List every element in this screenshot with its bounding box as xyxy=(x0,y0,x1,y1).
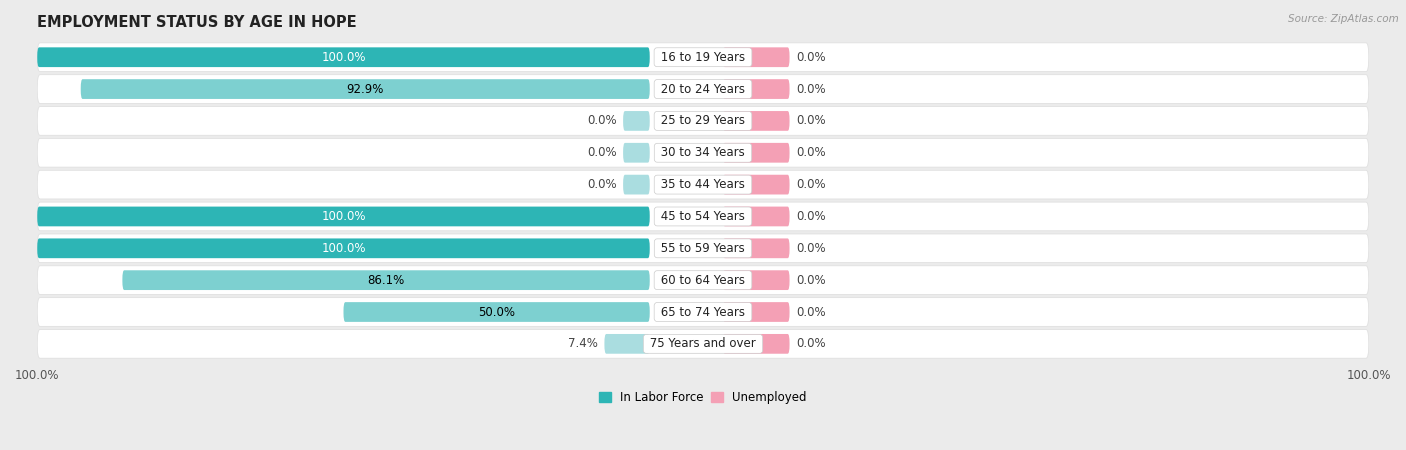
FancyBboxPatch shape xyxy=(37,107,1369,135)
Text: 0.0%: 0.0% xyxy=(796,114,825,127)
FancyBboxPatch shape xyxy=(80,79,650,99)
FancyBboxPatch shape xyxy=(37,297,1369,326)
Text: 0.0%: 0.0% xyxy=(586,146,616,159)
Text: 0.0%: 0.0% xyxy=(796,210,825,223)
Text: 0.0%: 0.0% xyxy=(796,242,825,255)
Text: EMPLOYMENT STATUS BY AGE IN HOPE: EMPLOYMENT STATUS BY AGE IN HOPE xyxy=(37,15,357,30)
Text: 25 to 29 Years: 25 to 29 Years xyxy=(657,114,749,127)
FancyBboxPatch shape xyxy=(723,143,790,162)
FancyBboxPatch shape xyxy=(723,79,790,99)
Text: 65 to 74 Years: 65 to 74 Years xyxy=(657,306,749,319)
FancyBboxPatch shape xyxy=(605,334,650,354)
Text: 50.0%: 50.0% xyxy=(478,306,515,319)
FancyBboxPatch shape xyxy=(37,234,1369,263)
FancyBboxPatch shape xyxy=(723,111,790,131)
FancyBboxPatch shape xyxy=(723,207,790,226)
Text: 100.0%: 100.0% xyxy=(321,242,366,255)
Text: 30 to 34 Years: 30 to 34 Years xyxy=(657,146,749,159)
FancyBboxPatch shape xyxy=(723,334,790,354)
FancyBboxPatch shape xyxy=(37,43,1369,72)
FancyBboxPatch shape xyxy=(37,329,1369,358)
Text: 16 to 19 Years: 16 to 19 Years xyxy=(657,51,749,64)
FancyBboxPatch shape xyxy=(723,47,790,67)
FancyBboxPatch shape xyxy=(37,266,1369,294)
FancyBboxPatch shape xyxy=(623,111,650,131)
Text: 0.0%: 0.0% xyxy=(586,114,616,127)
FancyBboxPatch shape xyxy=(723,302,790,322)
FancyBboxPatch shape xyxy=(37,75,1369,104)
FancyBboxPatch shape xyxy=(122,270,650,290)
Text: 0.0%: 0.0% xyxy=(796,82,825,95)
Text: 92.9%: 92.9% xyxy=(346,82,384,95)
Text: 0.0%: 0.0% xyxy=(796,306,825,319)
FancyBboxPatch shape xyxy=(723,175,790,194)
FancyBboxPatch shape xyxy=(723,238,790,258)
FancyBboxPatch shape xyxy=(37,170,1369,199)
FancyBboxPatch shape xyxy=(37,47,650,67)
Text: 7.4%: 7.4% xyxy=(568,338,598,351)
Text: 20 to 24 Years: 20 to 24 Years xyxy=(657,82,749,95)
Text: 0.0%: 0.0% xyxy=(796,178,825,191)
Text: Source: ZipAtlas.com: Source: ZipAtlas.com xyxy=(1288,14,1399,23)
Text: 86.1%: 86.1% xyxy=(367,274,405,287)
Text: 0.0%: 0.0% xyxy=(796,146,825,159)
FancyBboxPatch shape xyxy=(343,302,650,322)
FancyBboxPatch shape xyxy=(37,202,1369,231)
FancyBboxPatch shape xyxy=(37,207,650,226)
Text: 35 to 44 Years: 35 to 44 Years xyxy=(657,178,749,191)
Text: 100.0%: 100.0% xyxy=(321,51,366,64)
Text: 45 to 54 Years: 45 to 54 Years xyxy=(657,210,749,223)
Text: 0.0%: 0.0% xyxy=(796,274,825,287)
Text: 0.0%: 0.0% xyxy=(796,338,825,351)
Text: 0.0%: 0.0% xyxy=(586,178,616,191)
FancyBboxPatch shape xyxy=(37,139,1369,167)
Text: 100.0%: 100.0% xyxy=(321,210,366,223)
Text: 60 to 64 Years: 60 to 64 Years xyxy=(657,274,749,287)
Text: 55 to 59 Years: 55 to 59 Years xyxy=(657,242,749,255)
FancyBboxPatch shape xyxy=(623,175,650,194)
Text: 0.0%: 0.0% xyxy=(796,51,825,64)
Text: 75 Years and over: 75 Years and over xyxy=(647,338,759,351)
Legend: In Labor Force, Unemployed: In Labor Force, Unemployed xyxy=(595,387,811,409)
FancyBboxPatch shape xyxy=(37,238,650,258)
FancyBboxPatch shape xyxy=(623,143,650,162)
FancyBboxPatch shape xyxy=(723,270,790,290)
